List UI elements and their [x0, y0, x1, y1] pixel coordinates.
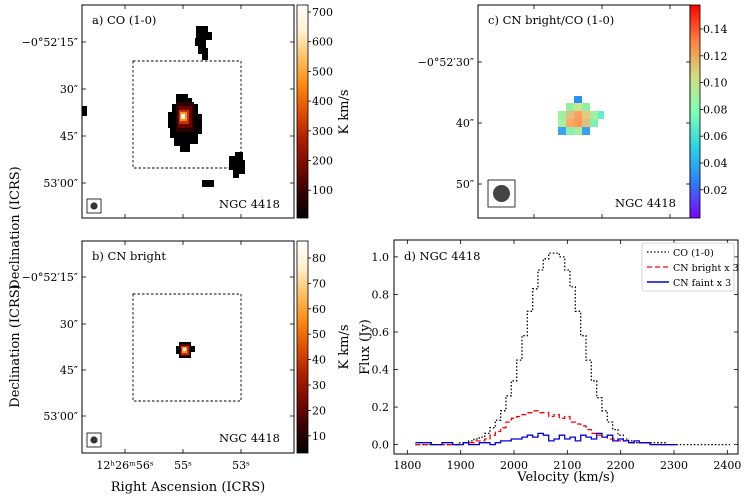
panel-a-ticks: [82, 5, 294, 218]
panel-a-emission: [82, 26, 245, 187]
dec-tick: 30″: [60, 318, 78, 331]
panel-d: 1800 1900 2000 2100 2200 2300 2400 0.0 0.2 0.4 0.6…: [358, 239, 741, 485]
x-tick-label: 2200: [607, 459, 635, 472]
colorbar-tick-label: 50: [312, 328, 326, 341]
panel-c-dec-tick: 50″: [456, 178, 474, 191]
y-tick-label: 0.4: [372, 364, 390, 377]
panel-a-galaxy-label: NGC 4418: [219, 197, 280, 211]
colorbar-tick-label: 80: [312, 252, 326, 265]
panel-b-galaxy-label: NGC 4418: [219, 431, 280, 445]
ra-tick: 53ˢ: [232, 459, 250, 472]
legend-label-co: CO (1-0): [673, 248, 714, 259]
panel-a-title: a) CO (1-0): [92, 13, 156, 27]
y-tick-label: 0.2: [372, 401, 390, 414]
colorbar-tick-label: 400: [312, 95, 333, 108]
dec-tick: 53′00″: [43, 410, 78, 423]
spectrum-title: d) NGC 4418: [404, 249, 480, 263]
colorbar-tick-label: 0.14: [703, 23, 728, 36]
series-line-0: [415, 252, 730, 446]
colorbar-tick-label: 60: [312, 303, 326, 316]
legend-label-cn-bright: CN bright x 3: [673, 263, 739, 274]
colorbar-tick-label: 30: [312, 379, 326, 392]
colorbar-tick-label: 10: [312, 430, 326, 443]
colorbar-tick-label: 70: [312, 277, 326, 290]
panel-a: a) CO (1-0) NGC 4418 −0°52′15″ 30″ 45″ 5…: [22, 4, 352, 219]
panel-b-beam: [90, 436, 98, 444]
colorbar-tick-label: 300: [312, 125, 333, 138]
x-tick-label: 1800: [393, 459, 421, 472]
y-tick-label: 1.0: [372, 251, 390, 264]
series-line-1: [415, 410, 677, 446]
x-tick-label: 1900: [447, 459, 475, 472]
y-tick-label: 0.0: [372, 439, 390, 452]
x-tick-label: 2000: [500, 459, 528, 472]
series-line-2: [415, 432, 677, 446]
y-tick-label: 0.8: [372, 288, 390, 301]
panel-a-beam: [90, 202, 98, 210]
legend-box: [641, 242, 735, 292]
dec-tick: −0°52′15″: [22, 271, 78, 284]
panel-c-dec-tick: −0°52′30″: [418, 56, 474, 69]
colorbar-tick-label: 100: [312, 184, 333, 197]
x-tick-label: 2400: [713, 459, 741, 472]
panel-c-beam: [493, 185, 510, 202]
colorbar-tick-label: 0.08: [703, 103, 728, 116]
dec-tick: 53′00″: [43, 177, 78, 190]
x-tick-label: 2100: [553, 459, 581, 472]
dec-tick: 45″: [60, 130, 78, 143]
panel-c-ratio-map: [558, 96, 604, 135]
colorbar-tick-label: 500: [312, 65, 333, 78]
colorbar-tick-label: 0.04: [703, 157, 728, 170]
panel-a-region-box: [132, 60, 242, 169]
ra-tick: 55ˢ: [174, 459, 192, 472]
colorbar-tick-label: 600: [312, 36, 333, 49]
ra-axis-label: Right Ascension (ICRS): [111, 480, 265, 495]
dec-tick: 30″: [60, 83, 78, 96]
panel-b: b) CN bright NGC 4418 −0°52′15″ 30″ 45″ …: [22, 240, 352, 472]
spectrum-ylabel: Flux (Jy): [358, 319, 373, 375]
colorbar-tick-label: 20: [312, 404, 326, 417]
panel-c-title: c) CN bright/CO (1-0): [488, 13, 614, 27]
dec-tick: 45″: [60, 364, 78, 377]
colorbar-tick-label: 700: [312, 6, 333, 19]
panel-b-colorbar: [296, 240, 309, 454]
panel-a-colorbar: [296, 4, 309, 219]
spectrum-axes: 1800 1900 2000 2100 2200 2300 2400 0.0 0.2 0.4 0.6…: [372, 240, 741, 472]
dec-tick: −0°52′15″: [22, 36, 78, 49]
spectrum-xlabel: Velocity (km/s): [516, 470, 614, 485]
panel-b-region-box: [132, 293, 242, 402]
dec-axis-label-top: Declination (ICRS): [8, 166, 23, 289]
spectrum-lines: [415, 252, 730, 446]
panel-b-ticks: [82, 241, 294, 453]
colorbar-tick-label: 0.12: [703, 50, 728, 63]
spectrum-legend: CO (1-0) CN bright x 3 CN faint x 3: [641, 242, 739, 292]
panel-c-ticks: [478, 5, 690, 218]
panel-c-dec-tick: 40″: [456, 117, 474, 130]
colorbar-tick-label: 0.06: [703, 130, 728, 143]
panel-c-galaxy-label: NGC 4418: [615, 196, 676, 210]
panel-a-colorbar-ticks: 700 600 500 400 300 200 100: [308, 6, 333, 197]
legend-label-cn-faint: CN faint x 3: [673, 278, 731, 289]
colorbar-tick-label: 0.10: [703, 77, 728, 90]
panel-c: c) CN bright/CO (1-0) NGC 4418 −0°52′30″…: [418, 4, 728, 219]
panel-b-emission: [176, 342, 195, 358]
panel-c-colorbar: [689, 4, 701, 219]
panel-a-colorbar-label: K km/s: [337, 89, 352, 134]
panel-b-colorbar-label: K km/s: [337, 324, 352, 369]
panel-b-colorbar-ticks: 80 70 60 50 40 30 20 10: [308, 252, 326, 443]
x-tick-label: 2300: [660, 459, 688, 472]
colorbar-tick-label: 0.02: [703, 184, 728, 197]
ra-tick: 12ʰ26ᵐ56ˢ: [96, 459, 153, 472]
colorbar-tick-label: 40: [312, 354, 326, 367]
y-tick-label: 0.6: [372, 326, 390, 339]
dec-axis-label-bottom: Declination (ICRS): [8, 284, 23, 407]
panel-c-colorbar-ticks: 0.14 0.12 0.10 0.08 0.06 0.04 0.02: [700, 23, 728, 197]
panel-b-title: b) CN bright: [92, 249, 166, 263]
colorbar-tick-label: 200: [312, 155, 333, 168]
